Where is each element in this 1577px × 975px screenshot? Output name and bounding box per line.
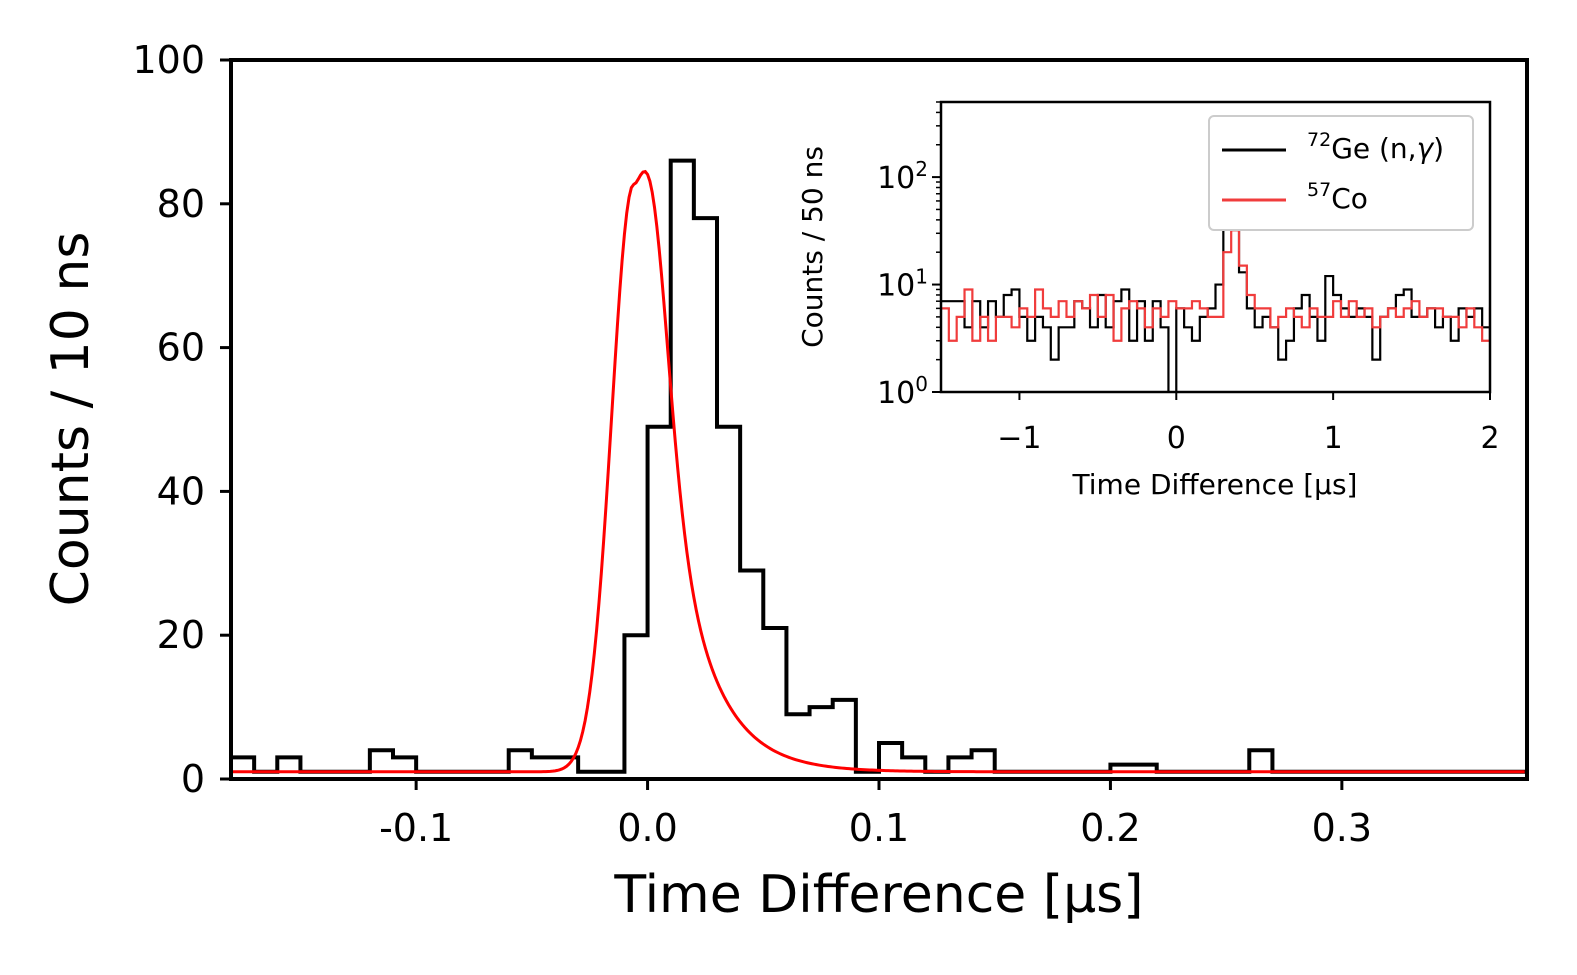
main-y-tick-label: 60: [157, 326, 205, 370]
inset-axes-frame: [939, 100, 1492, 394]
inset-x-tick-label: −1: [997, 421, 1041, 456]
inset-y-tick-label: 102: [877, 157, 928, 196]
inset-x-axis-label: Time Difference [μs]: [1072, 468, 1358, 501]
legend-label-co: 57Co: [1307, 179, 1368, 215]
main-y-tick-label: 0: [181, 757, 205, 801]
main-y-tick-label: 40: [157, 469, 205, 513]
inset-co-histogram: [941, 229, 1490, 342]
main-y-tick-label: 100: [132, 38, 205, 82]
legend-ge-text: Ge (n,: [1331, 132, 1416, 165]
legend-co-superscript: 57: [1307, 179, 1331, 201]
legend-label-ge: 72Ge (n,γ): [1307, 129, 1444, 165]
main-x-tick-label: 0.1: [849, 806, 909, 850]
inset-x-tick-label: 0: [1167, 421, 1186, 456]
inset-x-tick-label: 1: [1324, 421, 1343, 456]
inset-plot-area: [941, 127, 1490, 392]
main-x-tick-label: 0.0: [617, 806, 677, 850]
main-plot-area: [231, 158, 1527, 774]
main-x-tick-label: -0.1: [379, 806, 453, 850]
main-y-tick-label: 20: [157, 613, 205, 657]
main-y-axis-label: Counts / 10 ns: [41, 232, 101, 607]
main-axis-ticks: -0.1 0.0 0.1 0.2 0.3 0 20 40 60 80 100: [132, 38, 1372, 850]
legend-ge-superscript: 72: [1307, 129, 1331, 151]
main-x-tick-label: 0.3: [1312, 806, 1372, 850]
main-fit-curve: [231, 169, 1525, 774]
legend-ge-close: ): [1433, 132, 1444, 165]
inset-y-tick-label: 101: [877, 265, 928, 304]
main-y-tick-label: 80: [157, 182, 205, 226]
inset-legend: 72Ge (n,γ) 57Co: [1208, 115, 1474, 231]
main-x-axis-label: Time Difference [μs]: [613, 865, 1143, 925]
main-axes-frame: [229, 58, 1529, 781]
inset-axis-ticks: −1 0 1 2 100 101 102: [877, 101, 1500, 456]
inset-y-axis-label: Counts / 50 ns: [796, 146, 829, 348]
legend-ge-greek: γ: [1417, 132, 1435, 165]
inset-ge-histogram: [941, 127, 1490, 392]
legend-co-text: Co: [1331, 182, 1368, 215]
inset-y-tick-label: 100: [877, 372, 928, 411]
main-x-tick-label: 0.2: [1080, 806, 1140, 850]
inset-x-tick-label: 2: [1480, 421, 1499, 456]
